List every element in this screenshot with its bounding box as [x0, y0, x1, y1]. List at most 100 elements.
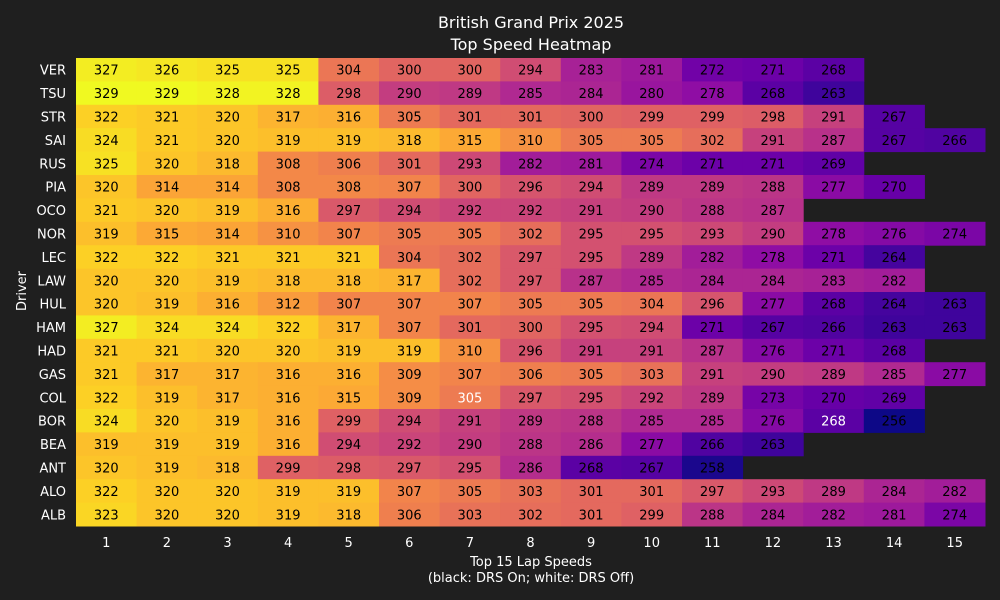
heatmap-cell [500, 455, 562, 480]
heatmap-cell [500, 268, 562, 293]
heatmap-cell-label: 274 [942, 228, 967, 243]
heatmap-cell-label: 297 [700, 485, 725, 500]
heatmap-cell [439, 245, 501, 270]
heatmap-cell-label: 283 [579, 64, 604, 79]
y-tick-ant: ANT [39, 462, 66, 477]
heatmap-cell-label: 301 [397, 157, 422, 172]
heatmap-cell [76, 81, 138, 106]
heatmap-cell [257, 315, 319, 340]
heatmap-cell-label: 314 [154, 181, 179, 196]
heatmap-cell-label: 321 [154, 111, 179, 126]
x-tick-2: 2 [163, 536, 171, 551]
heatmap-cell [863, 338, 925, 363]
heatmap-cell [682, 104, 744, 129]
heatmap-cell-label: 295 [457, 462, 482, 477]
heatmap-cell [197, 128, 259, 153]
heatmap-cell-label: 292 [397, 438, 422, 453]
heatmap-cell-label: 308 [276, 157, 301, 172]
heatmap-cell [500, 479, 562, 504]
heatmap-cell [863, 128, 925, 153]
heatmap-cell-label: 319 [276, 134, 301, 149]
heatmap-cell-label: 320 [94, 462, 119, 477]
heatmap-cell-label: 285 [639, 415, 664, 430]
heatmap-cell-label: 305 [518, 298, 543, 313]
heatmap-cell [439, 175, 501, 199]
heatmap-cell-label: 305 [397, 228, 422, 243]
heatmap-cell-label: 316 [276, 391, 301, 406]
heatmap-cell-label: 276 [760, 415, 785, 430]
y-tick-str: STR [41, 111, 66, 126]
heatmap-cell [803, 268, 865, 293]
heatmap-cell-label: 319 [336, 134, 361, 149]
heatmap-cell [682, 292, 744, 316]
heatmap-cell-label: 318 [215, 462, 240, 477]
heatmap-cell [257, 175, 319, 199]
heatmap-cell [257, 432, 319, 457]
heatmap-cell [76, 315, 138, 340]
heatmap-cell-label: 268 [821, 298, 846, 313]
heatmap-cell [682, 58, 744, 82]
heatmap-cell-label: 271 [760, 157, 785, 172]
heatmap-cell [318, 338, 380, 363]
heatmap-cell-label: 286 [579, 438, 604, 453]
heatmap-cell [500, 175, 562, 199]
heatmap-cell-label: 290 [639, 204, 664, 219]
heatmap-cell-label: 307 [336, 298, 361, 313]
heatmap-cell-label: 299 [276, 462, 301, 477]
heatmap-cell-label: 300 [579, 111, 604, 126]
heatmap-cell-label: 294 [639, 321, 664, 336]
heatmap-cell [379, 198, 441, 223]
heatmap-cell-label: 282 [518, 157, 543, 172]
heatmap-cell-label: 291 [579, 204, 604, 219]
heatmap-cell [439, 292, 501, 316]
heatmap-cell-label: 301 [579, 485, 604, 500]
heatmap-cell-label: 287 [821, 134, 846, 149]
heatmap-cell-label: 296 [518, 345, 543, 360]
heatmap-cell-label: 295 [579, 228, 604, 243]
heatmap-cell [924, 315, 986, 340]
heatmap-cell-label: 293 [700, 228, 725, 243]
heatmap-cell-label: 301 [579, 508, 604, 523]
y-tick-rus: RUS [39, 157, 66, 172]
heatmap-cell-label: 278 [700, 87, 725, 102]
heatmap-cell [136, 502, 198, 527]
heatmap-cell [560, 245, 622, 270]
y-tick-tsu: TSU [39, 87, 66, 102]
heatmap-cell-label: 295 [639, 228, 664, 243]
heatmap-cell [560, 385, 622, 410]
heatmap-cell [257, 479, 319, 504]
heatmap-cell-label: 295 [579, 391, 604, 406]
heatmap-cell-label: 306 [518, 368, 543, 383]
heatmap-cell-label: 299 [639, 508, 664, 523]
heatmap-cell-label: 325 [215, 64, 240, 79]
heatmap-cell-label: 287 [579, 274, 604, 289]
heatmap-cell-label: 263 [942, 321, 967, 336]
heatmap-cell [682, 268, 744, 293]
heatmap-cell-label: 268 [882, 345, 907, 360]
y-tick-pia: PIA [45, 181, 66, 196]
heatmap-cell [742, 175, 804, 199]
x-tick-13: 13 [825, 536, 842, 551]
heatmap-cell-label: 318 [276, 274, 301, 289]
heatmap-cell [318, 385, 380, 410]
x-tick-5: 5 [345, 536, 353, 551]
heatmap-cell-label: 325 [276, 64, 301, 79]
y-tick-alo: ALO [40, 485, 66, 500]
heatmap-cell-label: 320 [154, 485, 179, 500]
heatmap-cell-label: 303 [518, 485, 543, 500]
heatmap-cell-label: 302 [457, 274, 482, 289]
heatmap-cell-label: 282 [700, 251, 725, 266]
heatmap-cell [560, 315, 622, 340]
heatmap-cell-label: 289 [457, 87, 482, 102]
heatmap-cell [439, 198, 501, 223]
heatmap-cell-label: 288 [518, 438, 543, 453]
heatmap-cell [197, 81, 259, 106]
heatmap-cell [318, 409, 380, 433]
heatmap-cell-label: 305 [457, 228, 482, 243]
heatmap-cell [257, 268, 319, 293]
heatmap-cell [76, 409, 138, 433]
heatmap-cell-label: 321 [154, 134, 179, 149]
heatmap-cell-label: 277 [821, 181, 846, 196]
x-tick-6: 6 [405, 536, 413, 551]
heatmap-cell-label: 328 [276, 87, 301, 102]
